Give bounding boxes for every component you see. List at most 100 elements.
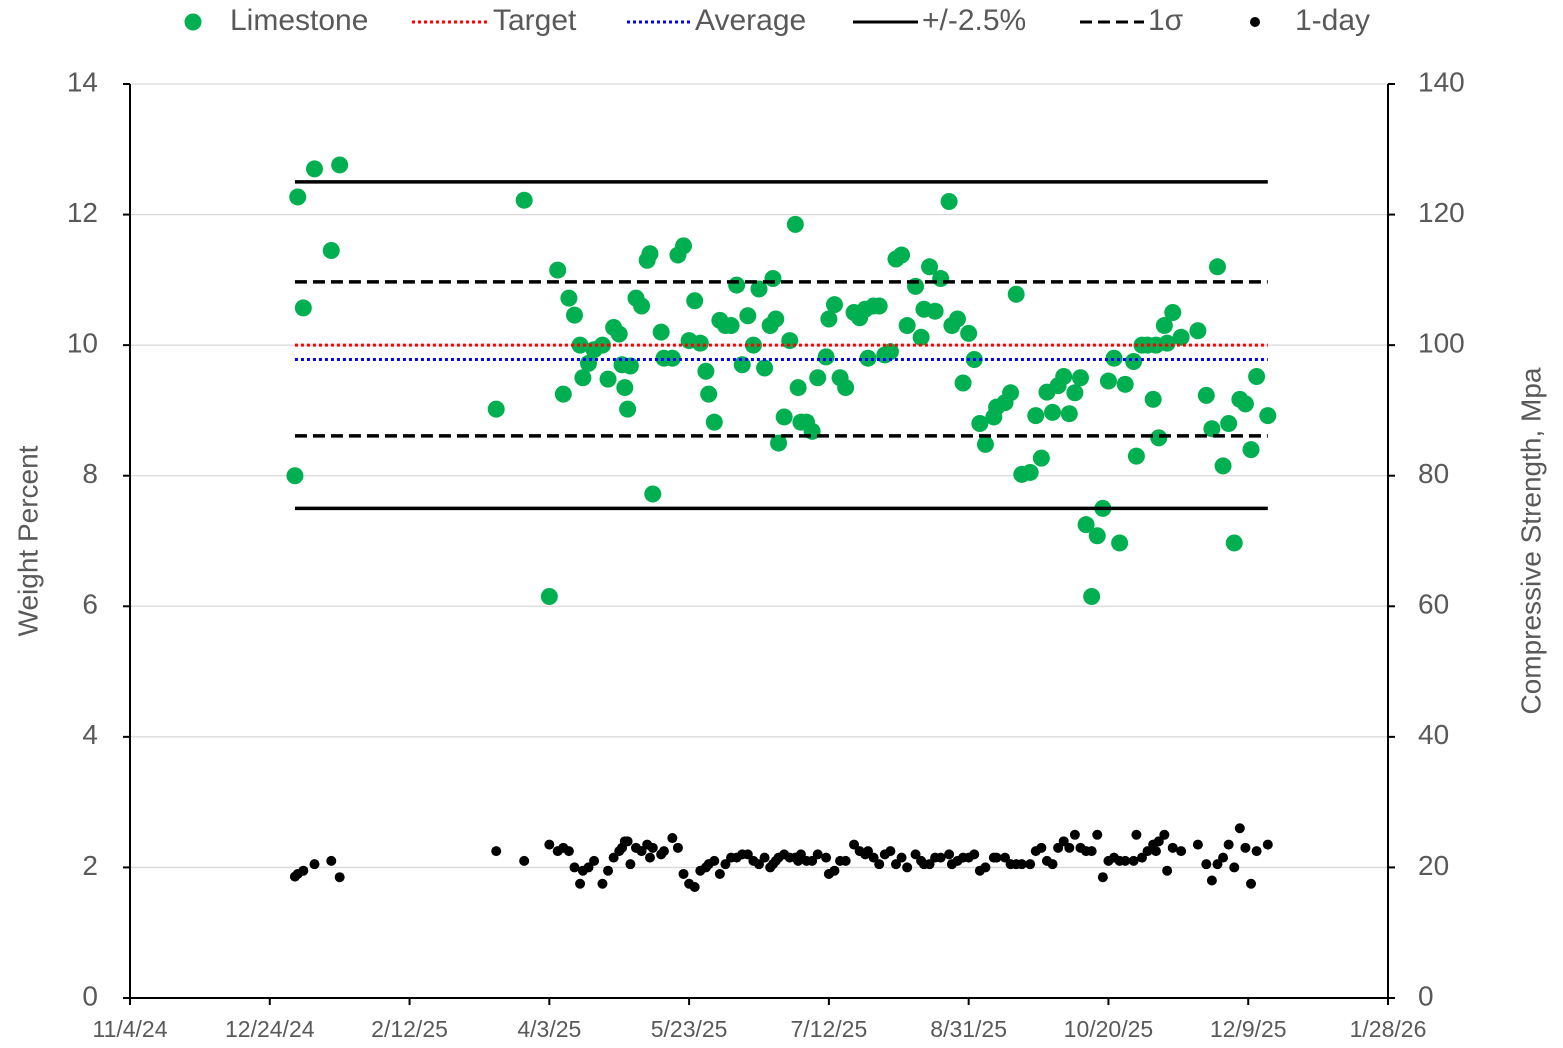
data-point [491, 846, 502, 857]
y2-tick-label: 0 [1418, 980, 1434, 1011]
data-point [625, 859, 636, 870]
data-point [1064, 842, 1075, 853]
data-point [885, 846, 896, 857]
data-point [622, 836, 633, 847]
data-point [689, 882, 700, 893]
data-point [1246, 878, 1257, 889]
data-point [1212, 859, 1223, 870]
legend-marker [184, 13, 202, 31]
data-point [608, 852, 619, 863]
data-point [1236, 395, 1254, 413]
data-point [1032, 449, 1050, 467]
data-point [560, 289, 578, 307]
data-point [1125, 352, 1143, 370]
data-point [597, 878, 608, 889]
data-point [705, 413, 723, 431]
data-point [1021, 463, 1039, 481]
data-point [575, 878, 586, 889]
data-point [1053, 842, 1064, 853]
data-point [807, 855, 818, 866]
data-point [678, 868, 689, 879]
data-point [926, 302, 944, 320]
data-point [733, 356, 751, 374]
x-tick-label: 1/28/26 [1350, 1016, 1427, 1042]
data-point [1155, 317, 1173, 335]
data-point [1214, 457, 1232, 475]
data-point [1002, 384, 1020, 402]
data-point [775, 408, 793, 426]
legend-label: 1σ [1148, 4, 1184, 37]
data-point [902, 862, 913, 873]
data-point [1220, 414, 1238, 432]
x-tick-label: 12/24/24 [225, 1016, 315, 1042]
data-point [1248, 367, 1266, 385]
data-point [544, 839, 555, 850]
x-tick-label: 10/20/25 [1064, 1016, 1154, 1042]
data-point [667, 833, 678, 844]
data-point [700, 385, 718, 403]
data-point [948, 310, 966, 328]
data-point [652, 323, 670, 341]
data-point [980, 862, 991, 873]
data-point [1092, 829, 1103, 840]
data-point [1240, 842, 1251, 853]
y-tick-label: 10 [67, 328, 98, 359]
legend-label: 1-day [1295, 4, 1370, 37]
data-point [1223, 839, 1234, 850]
data-point [767, 310, 785, 328]
data-point [1077, 516, 1095, 534]
data-point [647, 842, 658, 853]
data-point [569, 862, 580, 873]
x-tick-label: 5/23/25 [651, 1016, 728, 1042]
y2-tick-label: 20 [1418, 850, 1449, 881]
data-point [874, 859, 885, 870]
data-point [1150, 429, 1168, 447]
data-point [1086, 846, 1097, 857]
data-point [298, 865, 309, 876]
data-point [1144, 390, 1162, 408]
data-point [1206, 875, 1217, 886]
data-point [306, 160, 324, 178]
data-point [334, 872, 345, 883]
data-point [849, 839, 860, 850]
data-point [1201, 859, 1212, 870]
data-point [921, 258, 939, 276]
data-point [910, 849, 921, 860]
data-point [565, 306, 583, 324]
data-point [610, 325, 628, 343]
y-tick-label: 14 [67, 66, 98, 97]
data-point [940, 193, 958, 211]
data-point [932, 270, 950, 288]
data-point [599, 370, 617, 388]
y2-tick-label: 60 [1418, 589, 1449, 620]
data-point [621, 357, 639, 375]
y-tick-label: 8 [82, 458, 98, 489]
data-point [644, 852, 655, 863]
data-point [893, 246, 911, 264]
y-tick-label: 4 [82, 719, 98, 750]
data-point [960, 324, 978, 342]
data-point [1116, 375, 1134, 393]
data-point [896, 852, 907, 863]
data-point [322, 241, 340, 259]
data-point [971, 414, 989, 432]
data-point [1111, 534, 1129, 552]
data-point [1172, 328, 1190, 346]
data-point [686, 292, 704, 310]
data-point [691, 334, 709, 352]
data-point [809, 369, 827, 387]
data-point [1234, 823, 1245, 834]
data-point [912, 328, 930, 346]
data-point [603, 865, 614, 876]
data-point [641, 245, 659, 263]
data-point [1262, 839, 1273, 850]
data-point [795, 849, 806, 860]
data-point [1027, 407, 1045, 425]
data-point [1007, 285, 1025, 303]
data-point [825, 296, 843, 314]
data-point [742, 849, 753, 860]
data-point [764, 270, 782, 288]
data-point [644, 485, 662, 503]
data-point [663, 349, 681, 367]
data-point [789, 379, 807, 397]
